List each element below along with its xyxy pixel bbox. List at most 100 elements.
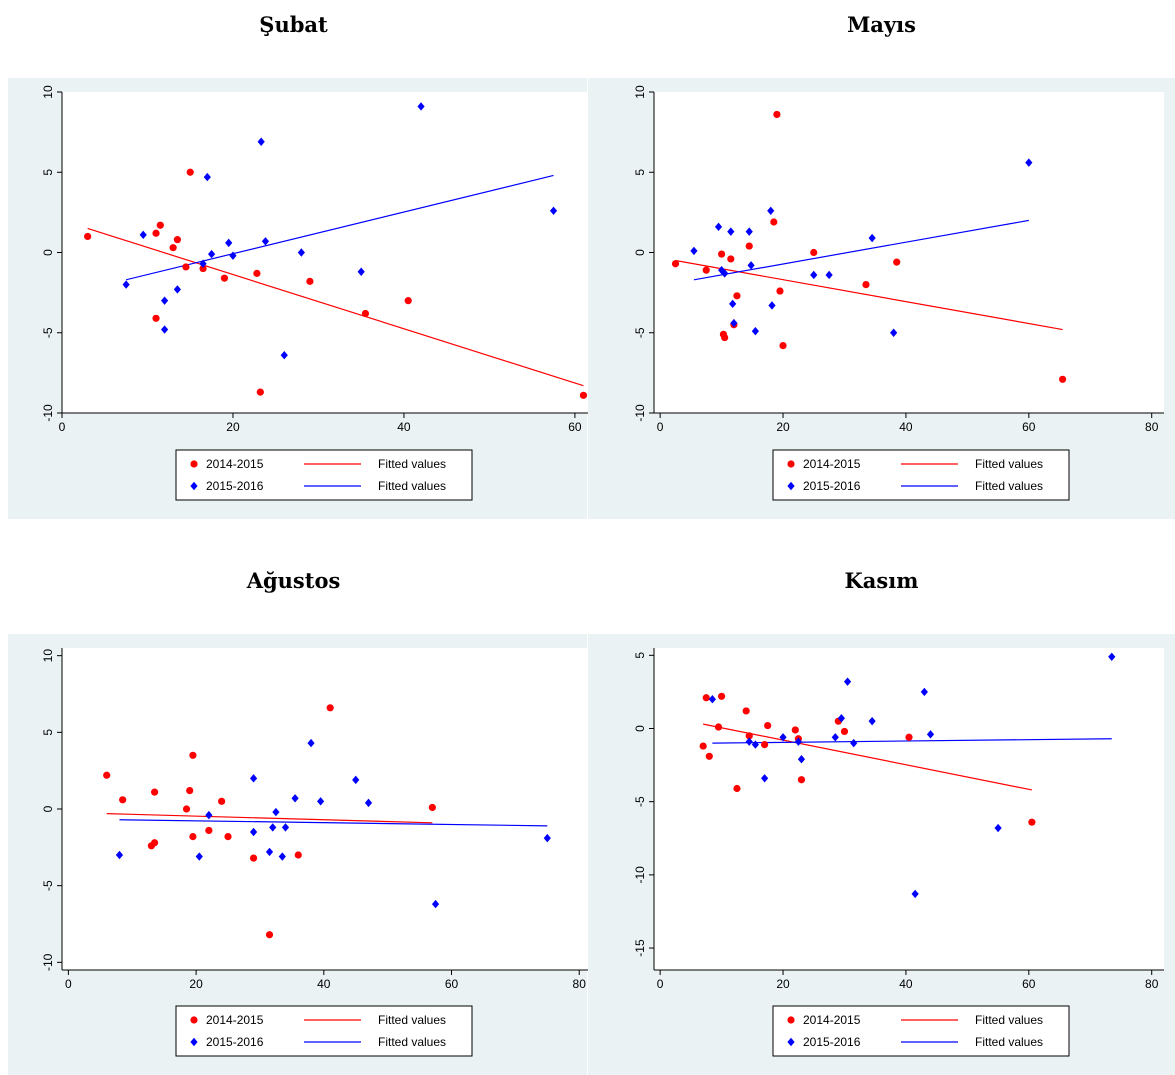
chart-panel-agustos: Ağustos -10 -5 0 5 10 0 20 40 60 80 2014-2015 Fitte… (0, 556, 592, 1075)
data-point (278, 852, 286, 861)
data-point (840, 727, 849, 736)
data-point (702, 266, 710, 274)
x-tick-label: 0 (59, 420, 66, 434)
legend-box (175, 1005, 473, 1057)
fitted-line (693, 219, 1029, 281)
data-point (543, 833, 551, 843)
data-point (770, 218, 778, 226)
x-tick-label: 60 (568, 420, 582, 434)
data-point (920, 687, 928, 697)
data-point (1028, 818, 1036, 826)
data-point (195, 852, 203, 861)
data-point (186, 168, 194, 176)
data-point (702, 694, 710, 702)
x-tick-label: 40 (899, 977, 913, 991)
fitted-line (106, 813, 433, 824)
legend-marker (190, 1016, 198, 1024)
data-point (160, 325, 169, 334)
y-tick-label: 0 (41, 249, 55, 256)
data-point (199, 259, 207, 268)
data-point (825, 270, 833, 280)
legend-label: 2014-2015 (206, 1013, 264, 1027)
y-tick-label: -15 (633, 939, 647, 957)
legend-label: Fitted values (975, 457, 1043, 471)
y-tick-label: 5 (633, 652, 647, 659)
data-point (699, 742, 707, 750)
legend-label: 2015-2016 (206, 1035, 264, 1049)
data-point (150, 788, 159, 796)
legend-label: Fitted values (378, 1035, 446, 1049)
legend-marker (787, 1016, 795, 1024)
data-point (207, 249, 216, 259)
chart-svg: -10 -5 0 5 10 0 20 40 60 80 2014-2015 Fitted values… (633, 85, 1164, 501)
data-point (742, 707, 750, 715)
data-point (84, 232, 92, 241)
data-point (249, 827, 258, 837)
legend: 2014-2015 Fitted values 2015-2016 Fitted va… (175, 1005, 473, 1057)
x-tick-label: 80 (1145, 977, 1159, 991)
chart-panel-kasim: Kasım -15 -10 -5 0 5 0 20 40 60 80 2014-2015 Fitted… (588, 556, 1175, 1075)
legend: 2014-2015 Fitted values 2015-2016 Fitted va… (772, 1005, 1070, 1057)
data-point (326, 704, 334, 712)
data-point (1025, 158, 1033, 167)
data-point (862, 281, 870, 289)
y-tick-label: 0 (41, 805, 55, 812)
data-point (779, 341, 787, 350)
data-point (404, 297, 412, 305)
data-point (745, 227, 753, 236)
data-point (721, 333, 729, 342)
fitted-line (87, 227, 584, 387)
data-point (733, 784, 741, 793)
data-point (890, 328, 898, 337)
data-point (717, 692, 726, 700)
data-point (257, 137, 265, 146)
data-point (119, 796, 127, 804)
data-point (1059, 375, 1067, 383)
data-point (714, 723, 723, 731)
y-tick-label: 5 (41, 169, 55, 176)
x-tick-label: 60 (1022, 977, 1036, 991)
data-point (269, 823, 277, 832)
data-point (291, 794, 299, 803)
data-point (671, 260, 680, 268)
data-point (761, 741, 769, 749)
data-point (297, 248, 305, 257)
data-point (733, 292, 741, 300)
data-point (103, 771, 111, 779)
data-point (186, 787, 194, 795)
data-point (122, 280, 130, 289)
data-point (730, 318, 738, 328)
plot-region (62, 92, 592, 413)
data-point (893, 258, 901, 266)
x-tick-label: 0 (65, 977, 72, 991)
legend-label: 2014-2015 (803, 1013, 861, 1027)
fitted-line (119, 819, 548, 827)
y-tick-label: -5 (633, 327, 647, 338)
data-point (203, 172, 211, 182)
data-point (218, 797, 226, 805)
x-tick-label: 80 (573, 977, 587, 991)
data-point (220, 274, 229, 282)
y-tick-label: -10 (41, 404, 55, 422)
data-point (265, 847, 274, 857)
legend-label: 2014-2015 (206, 457, 264, 471)
y-tick-label: -10 (633, 404, 647, 422)
x-tick-label: 60 (445, 977, 459, 991)
x-tick-label: 0 (657, 420, 664, 434)
legend-marker (190, 460, 198, 468)
data-point (745, 737, 753, 746)
legend-label: Fitted values (975, 1013, 1043, 1027)
legend-label: Fitted values (975, 479, 1043, 493)
legend-box (175, 449, 473, 501)
data-point (428, 803, 436, 812)
data-point (714, 222, 723, 232)
data-point (431, 899, 440, 909)
x-tick-label: 40 (899, 420, 913, 434)
data-point (272, 807, 280, 817)
data-point (249, 854, 258, 862)
data-point (549, 206, 558, 215)
chart-title: Kasım (844, 568, 919, 593)
y-tick-label: 10 (41, 649, 55, 663)
data-point (160, 296, 169, 305)
data-point (261, 237, 270, 246)
